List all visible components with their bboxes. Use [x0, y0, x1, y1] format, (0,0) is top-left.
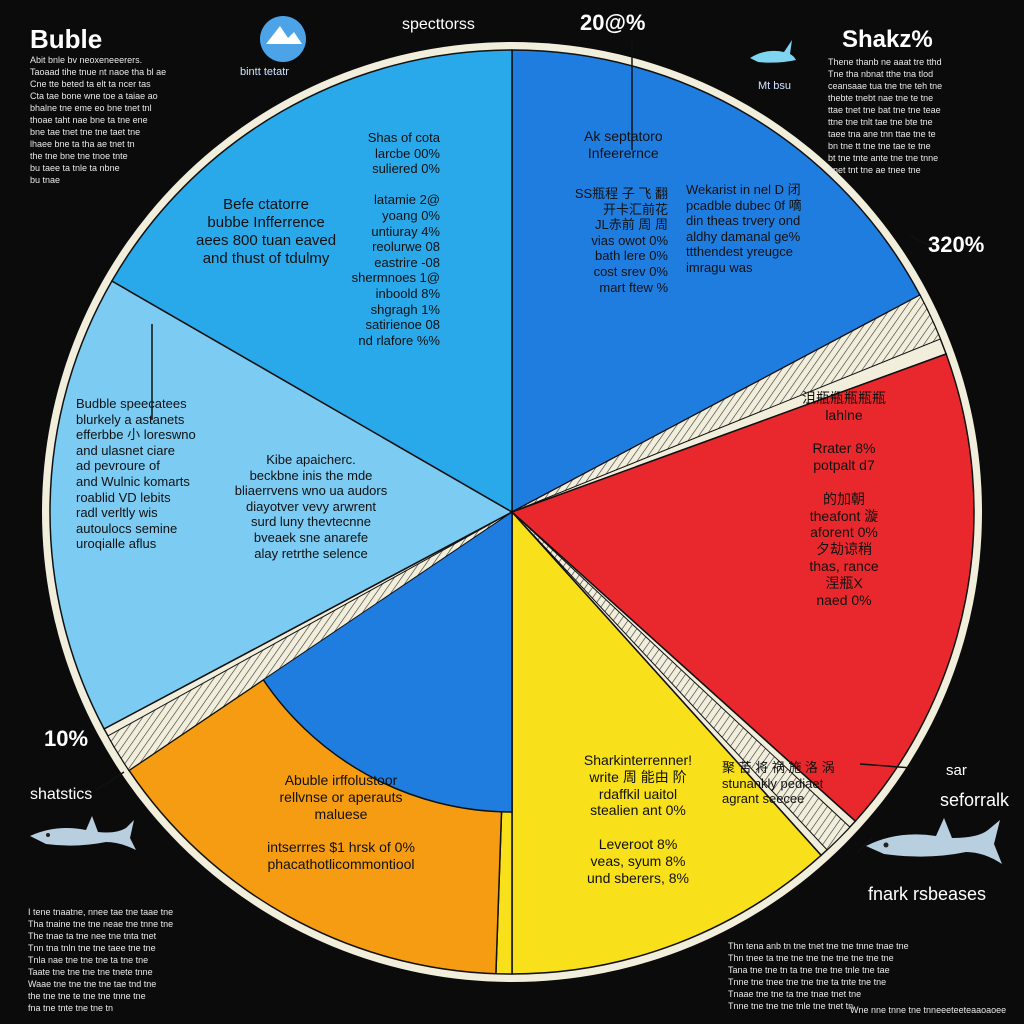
shark-icon — [30, 816, 136, 850]
pie-slice-4 — [510, 353, 975, 823]
leader-line-4 — [95, 771, 125, 791]
segment-5-right-text: 聚 苦 将 祸 施 洛 涡 stunankly pediaet agrant s… — [722, 760, 835, 807]
hatch-band-2 — [511, 511, 851, 851]
hatch-band-3 — [107, 511, 513, 772]
globe-icon — [260, 16, 306, 62]
blurb-bottom-right-tail: Wne nne tnne tne tnneeeteeteaaoaoee — [850, 1005, 1007, 1015]
pie-slice-6 — [511, 510, 823, 975]
segment-8-text: Kibe apaicherc. beckbne inis the mde bli… — [234, 452, 388, 561]
pie-inner-wedge — [256, 510, 513, 813]
right-label-1: sar — [946, 762, 967, 779]
segment-4-text: 沮瓶瓶瓶瓶瓶 lahlne Rrater 8% potpalt d7 的加朝 t… — [802, 390, 886, 608]
left-pct: 10% — [44, 726, 89, 751]
left-label: shatstics — [30, 786, 93, 803]
blurb-bottom-right: Thn tena anb tn tne tnet tne tne tnne tn… — [728, 941, 909, 1011]
leader-line-5 — [859, 763, 913, 769]
hatch-band-1 — [511, 294, 942, 513]
segment-7-text: Budble speecatees blurkely a astanets ef… — [76, 396, 196, 552]
top-center-sub: bintt tetatr — [240, 66, 289, 78]
pie-slice-10 — [49, 279, 514, 730]
segment-3-heading: Wekarist in nel D 闭 pcadble dubec 0f 嘀 d… — [686, 182, 802, 275]
right-label-2: seforralk — [940, 790, 1010, 810]
top-right-title: Shakz% — [842, 26, 933, 53]
top-center-pct: 20@% — [580, 10, 646, 35]
top-center-label: specttorss — [402, 16, 475, 33]
leader-line-6 — [857, 837, 873, 853]
segment-1-table: Shas of cota larcbe 00% suliered 0% lata… — [351, 130, 440, 348]
blurb-top-left: Abit bnle bv neoxeneeerers. Taoaad tihe … — [30, 55, 167, 185]
segment-5-text: Sharkinterrenner! write 周 能由 阶 rdaffkil … — [583, 752, 693, 886]
shark-icon — [866, 818, 1002, 864]
right-pct: 320% — [928, 232, 985, 257]
segment-1-left-text: Befe ctatorre bubbe Infferrence aees 800… — [196, 196, 337, 267]
segment-2-block: SS瓶程 子 飞 翻 开卡汇前花 JL赤前 周 周 vias owot 0% b… — [574, 186, 668, 295]
blurb-bottom-left: I tene tnaatne, nnee tae tne taae tne Th… — [28, 907, 174, 1013]
blurb-top-right: Thene thanb ne aaat tre tthd Tne tha nbn… — [828, 57, 943, 175]
top-right-sub: Mt bsu — [758, 80, 792, 92]
shark-icon — [750, 40, 796, 63]
leader-line-2 — [909, 235, 931, 247]
segment-6-text: Abuble irffolustoor rellvnse or aperauts… — [267, 772, 415, 872]
top-left-title: Buble — [30, 24, 103, 54]
pie-slice-2 — [511, 49, 921, 514]
bottom-right-label: fnark rsbeases — [868, 884, 987, 904]
pie-slice-11 — [110, 49, 513, 514]
segment-2-heading: Ak septatoro Infeerernce — [584, 128, 663, 161]
